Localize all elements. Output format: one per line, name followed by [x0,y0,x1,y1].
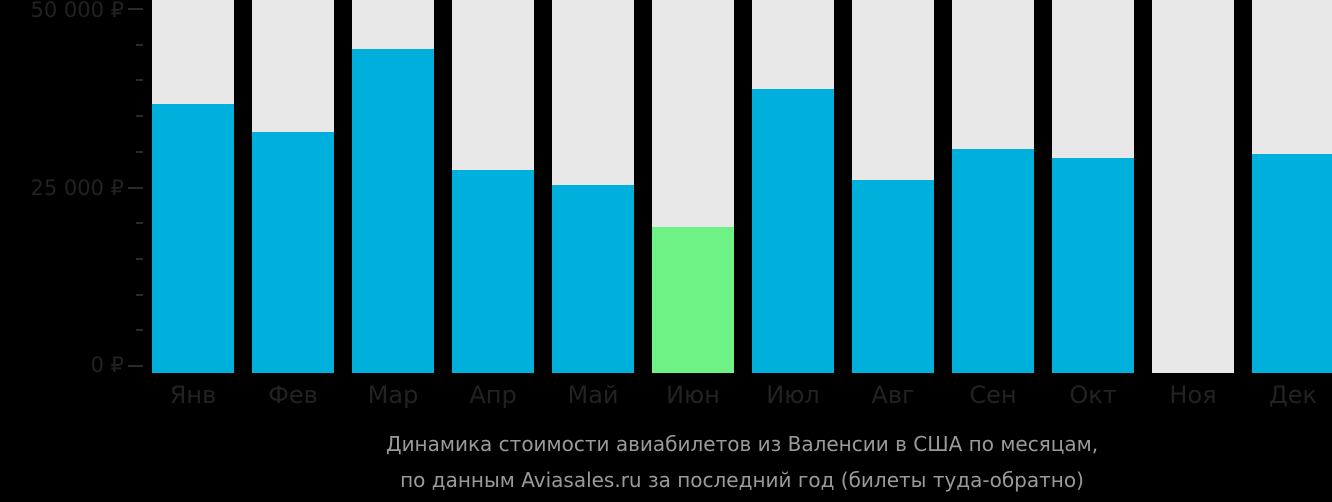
major-tick [128,186,143,189]
bar-Окт[interactable] [1052,158,1134,373]
bar-Фев[interactable] [252,131,334,373]
y-label-25000: 25 000 ₽ [30,176,124,200]
minor-tick [136,293,143,296]
minor-tick [136,257,143,260]
minor-tick [136,150,143,153]
y-label-0: 0 ₽ [90,353,124,377]
x-label: Мар [367,381,419,409]
x-label: Июн [666,381,720,409]
major-tick [128,8,143,10]
chart-caption-line-2: по данным Aviasales.ru за последний год … [400,468,1084,492]
bar-Дек[interactable] [1252,153,1332,373]
bar-Авг[interactable] [852,180,934,373]
y-label-50000: 50 000 ₽ [30,0,124,22]
bar-Май[interactable] [552,185,634,373]
x-label: Авг [871,381,915,409]
chart-caption-line-1: Динамика стоимости авиабилетов из Валенс… [385,432,1099,456]
bar-Июл[interactable] [752,88,834,373]
minor-tick [136,329,143,332]
minor-tick [136,222,143,225]
minor-tick [136,79,143,82]
x-label: Сен [969,381,1017,409]
x-label: Янв [169,381,217,409]
bar-Июн[interactable] [652,226,734,373]
bar-Апр[interactable] [452,169,534,373]
bar-background [1152,0,1234,373]
x-label: Дек [1268,381,1317,409]
bar-Янв[interactable] [152,103,234,373]
major-tick [128,365,143,367]
x-label: Апр [469,381,517,409]
minor-tick [136,43,143,46]
x-label: Ноя [1169,381,1217,409]
x-label: Фев [268,381,318,409]
x-label: Окт [1069,381,1117,409]
x-label: Май [567,381,619,409]
bar-Мар[interactable] [352,48,434,373]
x-label: Июл [766,381,820,409]
bar-Сен[interactable] [952,148,1034,373]
minor-tick [136,115,143,118]
